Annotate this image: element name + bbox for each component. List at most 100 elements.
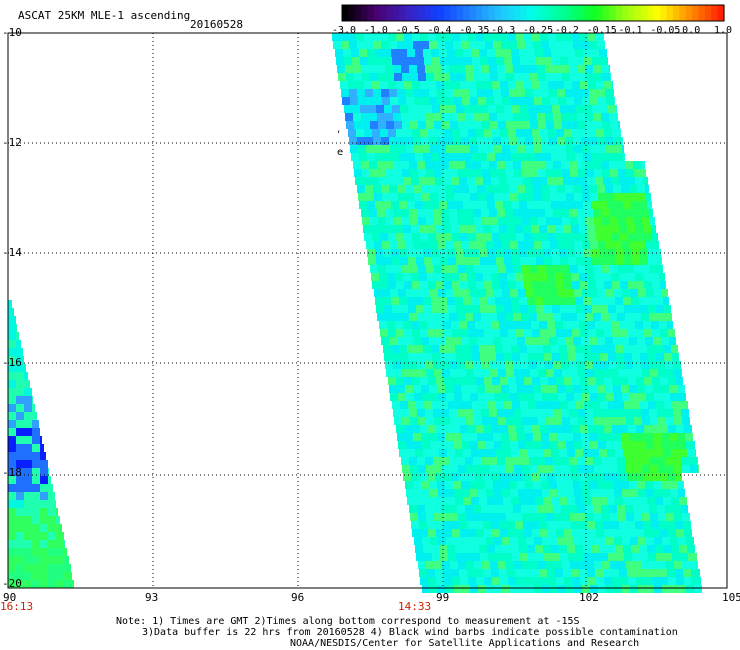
swath-cell <box>470 241 478 249</box>
swath-cell <box>643 321 651 329</box>
swath-cell <box>402 265 410 273</box>
colorbar-tick-label: 0.0 <box>682 25 701 36</box>
swath-cell <box>378 169 386 177</box>
swath-cell <box>472 257 480 265</box>
swath-cell <box>483 225 491 233</box>
swath-cell <box>578 369 586 377</box>
swath-cell <box>604 129 612 137</box>
swath-cell <box>485 137 493 145</box>
swath-cell <box>609 113 617 121</box>
swath-cell <box>440 353 448 361</box>
swath-cell <box>396 33 404 41</box>
swath-cell <box>499 225 507 233</box>
swath-cell <box>531 177 539 185</box>
swath-cell <box>476 529 484 537</box>
colorbar-swatch <box>628 5 636 21</box>
swath-cell <box>482 265 490 273</box>
swath-cell <box>630 289 638 297</box>
swath-cell <box>363 177 371 185</box>
swath-cell <box>8 580 16 588</box>
swath-cell <box>641 409 649 417</box>
swath-cell <box>587 225 595 233</box>
swath-cell <box>533 185 541 193</box>
swath-cell <box>454 441 462 449</box>
swath-cell <box>398 441 406 449</box>
swath-cell <box>600 57 608 65</box>
swath-cell <box>571 177 579 185</box>
swath-cell <box>417 209 425 217</box>
swath-cell <box>40 484 48 492</box>
swath-cell <box>557 337 565 345</box>
swath-cell <box>521 361 529 369</box>
swath-cell <box>381 41 389 49</box>
swath-cell <box>484 129 492 137</box>
swath-cell <box>404 81 412 89</box>
swath-cell <box>455 545 463 553</box>
swath-cell <box>542 537 550 545</box>
swath-cell <box>574 97 582 105</box>
swath-cell <box>508 577 516 585</box>
swath-cell <box>614 289 622 297</box>
swath-cell <box>560 401 568 409</box>
swath-cell <box>638 441 646 449</box>
swath-cell <box>618 513 626 521</box>
swath-cell <box>420 377 428 385</box>
swath-cell <box>652 529 660 537</box>
swath-cell <box>533 41 541 49</box>
swath-cell <box>601 313 609 321</box>
swath-cell <box>643 225 651 233</box>
swath-cell <box>460 577 468 585</box>
swath-cell <box>418 465 426 473</box>
swath-cell <box>561 505 569 513</box>
swath-cell <box>535 153 543 161</box>
swath-cell <box>447 49 455 57</box>
swath-cell <box>576 105 584 113</box>
swath-cell <box>669 481 677 489</box>
swath-cell <box>437 433 445 441</box>
swath-cell <box>670 489 678 497</box>
swath-cell <box>657 457 665 465</box>
swath-cell <box>500 529 508 537</box>
swath-cell <box>344 105 352 113</box>
swath-cell <box>64 580 72 588</box>
swath-cell <box>428 129 436 137</box>
swath-cell <box>551 345 559 353</box>
swath-cell <box>422 145 430 153</box>
swath-cell <box>459 521 467 529</box>
swath-cell <box>658 369 666 377</box>
swath-cell <box>409 361 417 369</box>
swath-cell <box>494 241 502 249</box>
swath-cell <box>561 457 569 465</box>
swath-cell <box>530 513 538 521</box>
swath-cell <box>651 273 659 281</box>
swath-cell <box>447 201 455 209</box>
swath-cell <box>530 265 538 273</box>
swath-cell <box>578 513 586 521</box>
swath-cell <box>523 273 531 281</box>
swath-cell <box>574 193 582 201</box>
swath-cell <box>351 153 359 161</box>
swath-cell <box>498 265 506 273</box>
swath-cell <box>356 33 364 41</box>
swath-cell <box>570 73 578 81</box>
swath-cell <box>663 345 671 353</box>
swath-cell <box>513 409 521 417</box>
swath-cell <box>577 505 585 513</box>
swath-cell <box>690 465 698 473</box>
swath-cell <box>368 105 376 113</box>
swath-cell <box>367 153 375 161</box>
swath-cell <box>675 569 683 577</box>
swath-cell <box>392 105 400 113</box>
swath-cell <box>660 425 668 433</box>
swath-cell <box>677 385 685 393</box>
swath-cell <box>40 460 48 468</box>
swath-cell <box>8 340 16 348</box>
swath-cell <box>429 185 437 193</box>
swath-cell <box>579 273 587 281</box>
swath-cell <box>551 297 559 305</box>
swath-cell <box>409 505 417 513</box>
swath-cell <box>467 521 475 529</box>
swath-cell <box>382 289 390 297</box>
swath-cell <box>575 49 583 57</box>
swath-cell <box>458 417 466 425</box>
